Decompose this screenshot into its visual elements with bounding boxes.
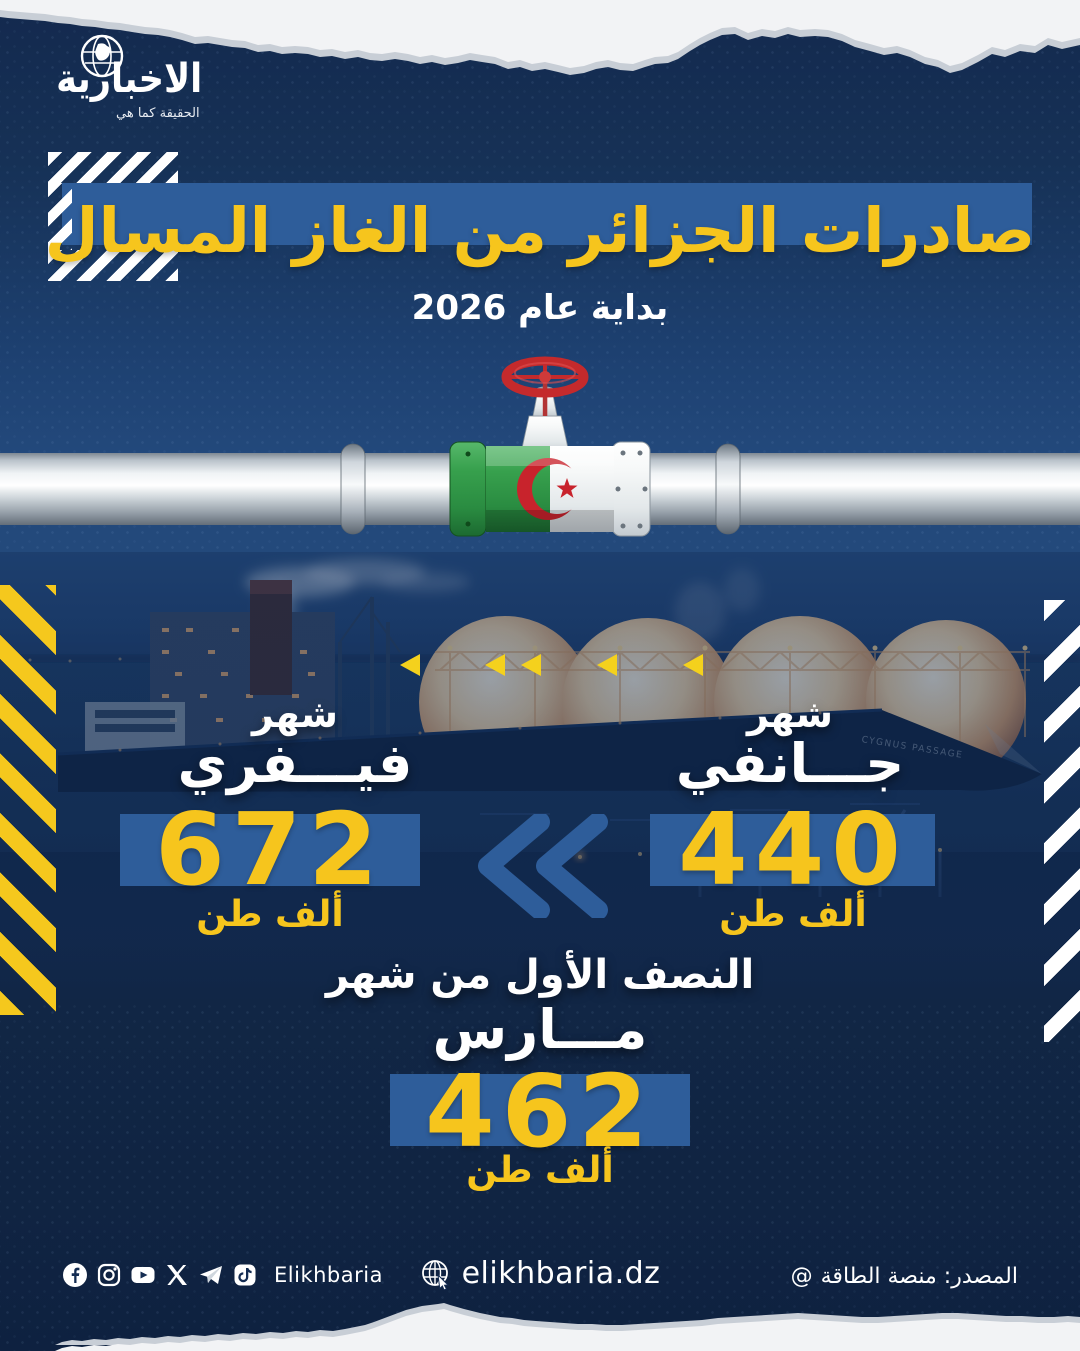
january-value: 440 <box>678 791 908 908</box>
torn-paper-edge-top <box>0 0 1080 75</box>
january-value-band <box>650 814 935 886</box>
algeria-flag-section <box>486 446 614 532</box>
telegram-icon <box>200 1266 222 1284</box>
footer-source: @ المصدر: منصة الطاقة <box>791 1264 1018 1289</box>
february-value: 672 <box>155 791 385 908</box>
instagram-icon <box>97 1263 121 1287</box>
footer-site-url: elikhbaria.dz <box>461 1256 661 1291</box>
youtube-icon <box>131 1267 155 1283</box>
double-chevron-icon <box>478 814 608 918</box>
source-at-sign: @ <box>790 1264 813 1289</box>
march-month: مـــارس <box>432 998 648 1061</box>
title-band <box>62 183 1032 245</box>
flow-arrow-icon <box>521 654 541 676</box>
pipeline-graphic <box>0 356 1080 537</box>
source-text: المصدر: منصة الطاقة <box>820 1264 1018 1289</box>
globe-logo-icon <box>80 34 124 78</box>
flow-arrow-icon <box>597 654 617 676</box>
january-prefix: شهر <box>746 692 834 736</box>
flow-arrow-icon <box>400 654 420 676</box>
torn-paper-edge-bottom <box>55 1303 1080 1351</box>
x-icon <box>167 1265 187 1285</box>
march-unit: ألف طن <box>466 1150 614 1191</box>
flow-arrow-icon <box>485 654 505 676</box>
page-subtitle: بداية عام 2026 <box>411 288 669 328</box>
january-month: جـــانفي <box>675 732 905 795</box>
february-unit: ألف طن <box>196 894 344 935</box>
march-intro: النصف الأول من شهر <box>325 952 755 998</box>
title-stripe-decoration-bottom <box>48 250 178 281</box>
brand-logo: الاخبارية <box>56 56 203 102</box>
tiktok-icon <box>234 1264 256 1286</box>
january-unit: ألف طن <box>719 894 867 935</box>
february-prefix: شهر <box>251 692 339 736</box>
hazard-stripes-left <box>0 585 56 1015</box>
facebook-icon <box>63 1263 87 1287</box>
march-value: 462 <box>425 1053 655 1170</box>
footer-social-row: Elikhbaria <box>62 1262 383 1288</box>
page-title: صادرات الجزائر من الغاز المسال <box>44 194 1036 267</box>
february-value-band <box>120 814 420 886</box>
pipe-right <box>648 453 1080 525</box>
title-stripe-decoration-top <box>48 152 178 183</box>
valve-handwheel <box>501 356 589 398</box>
title-stripe-decoration-side <box>48 183 72 250</box>
footer-website: elikhbaria.dz <box>0 1256 1080 1291</box>
footer-handle: Elikhbaria <box>274 1263 383 1287</box>
flow-arrow-icon <box>683 654 703 676</box>
february-month: فيـــفري <box>177 732 413 795</box>
brand-tagline: الحقيقة كما هي <box>116 106 200 121</box>
web-globe-icon <box>421 1259 449 1290</box>
pipe-left <box>0 453 456 525</box>
hazard-stripes-right <box>1044 600 1080 1042</box>
march-value-band <box>390 1074 690 1146</box>
